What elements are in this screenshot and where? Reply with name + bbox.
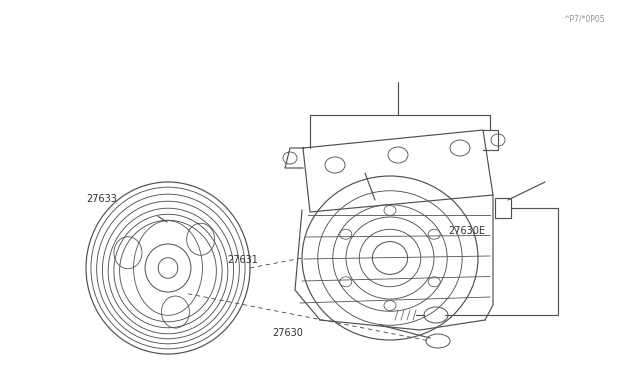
Text: 27631: 27631 <box>227 256 258 265</box>
Text: 27630: 27630 <box>272 328 303 338</box>
Text: ^P7/*0P05: ^P7/*0P05 <box>563 15 605 24</box>
Text: 27630E: 27630E <box>448 226 485 235</box>
Bar <box>495 198 511 218</box>
Text: 27633: 27633 <box>86 194 117 204</box>
